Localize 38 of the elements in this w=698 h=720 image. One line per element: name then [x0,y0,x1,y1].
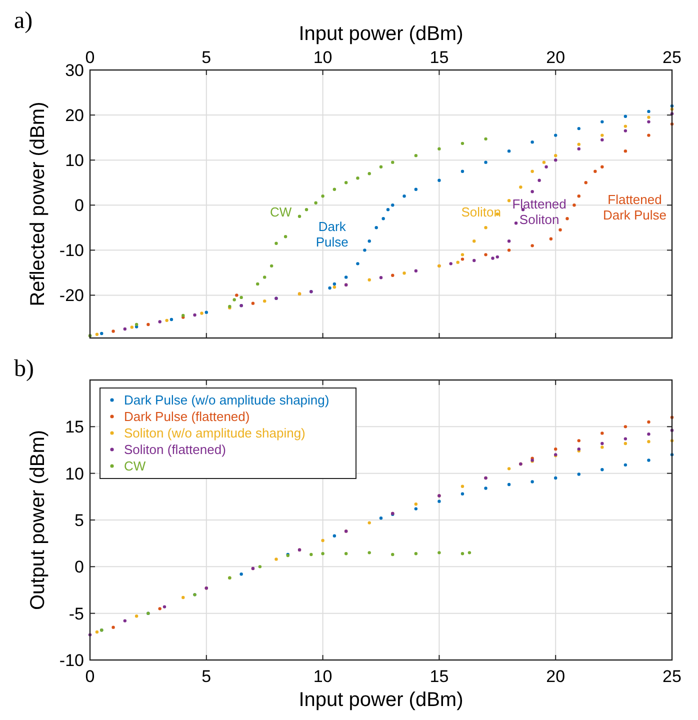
x-axis-title: Input power (dBm) [298,689,464,711]
legend-label: Soliton (w/o amplitude shaping) [124,426,306,441]
legend-label: Soliton (flattened) [124,442,226,458]
x-tick-label: 5 [202,667,212,686]
y-tick-label: 15 [65,418,84,437]
annotation: Dark Pulse [316,218,348,250]
y-tick-label: 5 [74,510,84,530]
y-axis-title: Output power (dBm) [27,430,49,610]
annotation: CW [270,204,292,220]
legend-label: CW [124,458,146,474]
y-axis-title: Reflected power (dBm) [27,102,49,306]
chart-title: a) [14,8,33,34]
x-tick-label: 15 [430,48,449,67]
annotation: Soliton [461,204,501,220]
annotation: Flattened Soliton [512,196,566,227]
y-tick-label: -20 [59,286,84,306]
x-tick-label: 25 [662,48,682,67]
x-tick-label: 15 [430,667,449,686]
y-tick-label: -5 [68,604,84,624]
x-tick-label: 10 [313,667,332,686]
annotation: Flattened Dark Pulse [602,192,667,223]
x-tick-label: 20 [546,667,566,686]
y-tick-label: 10 [65,151,84,170]
y-tick-label: -10 [59,241,84,260]
y-tick-label: 20 [65,106,84,125]
legend-label: Dark Pulse (w/o amplitude shaping) [124,392,330,408]
y-tick-label: -10 [59,650,84,670]
x-tick-label: 25 [662,667,682,686]
x-tick-label: 10 [313,48,332,67]
x-axis-title: Input power (dBm) [298,23,464,45]
x-tick-label: 20 [546,48,566,67]
x-tick-label: 5 [202,48,212,67]
y-tick-label: 0 [74,196,84,216]
y-tick-label: 30 [65,60,84,80]
y-tick-label: 0 [74,558,84,577]
chart-title: b) [14,356,34,382]
legend-label: Dark Pulse (flattened) [124,409,250,424]
y-tick-label: 10 [65,464,84,484]
